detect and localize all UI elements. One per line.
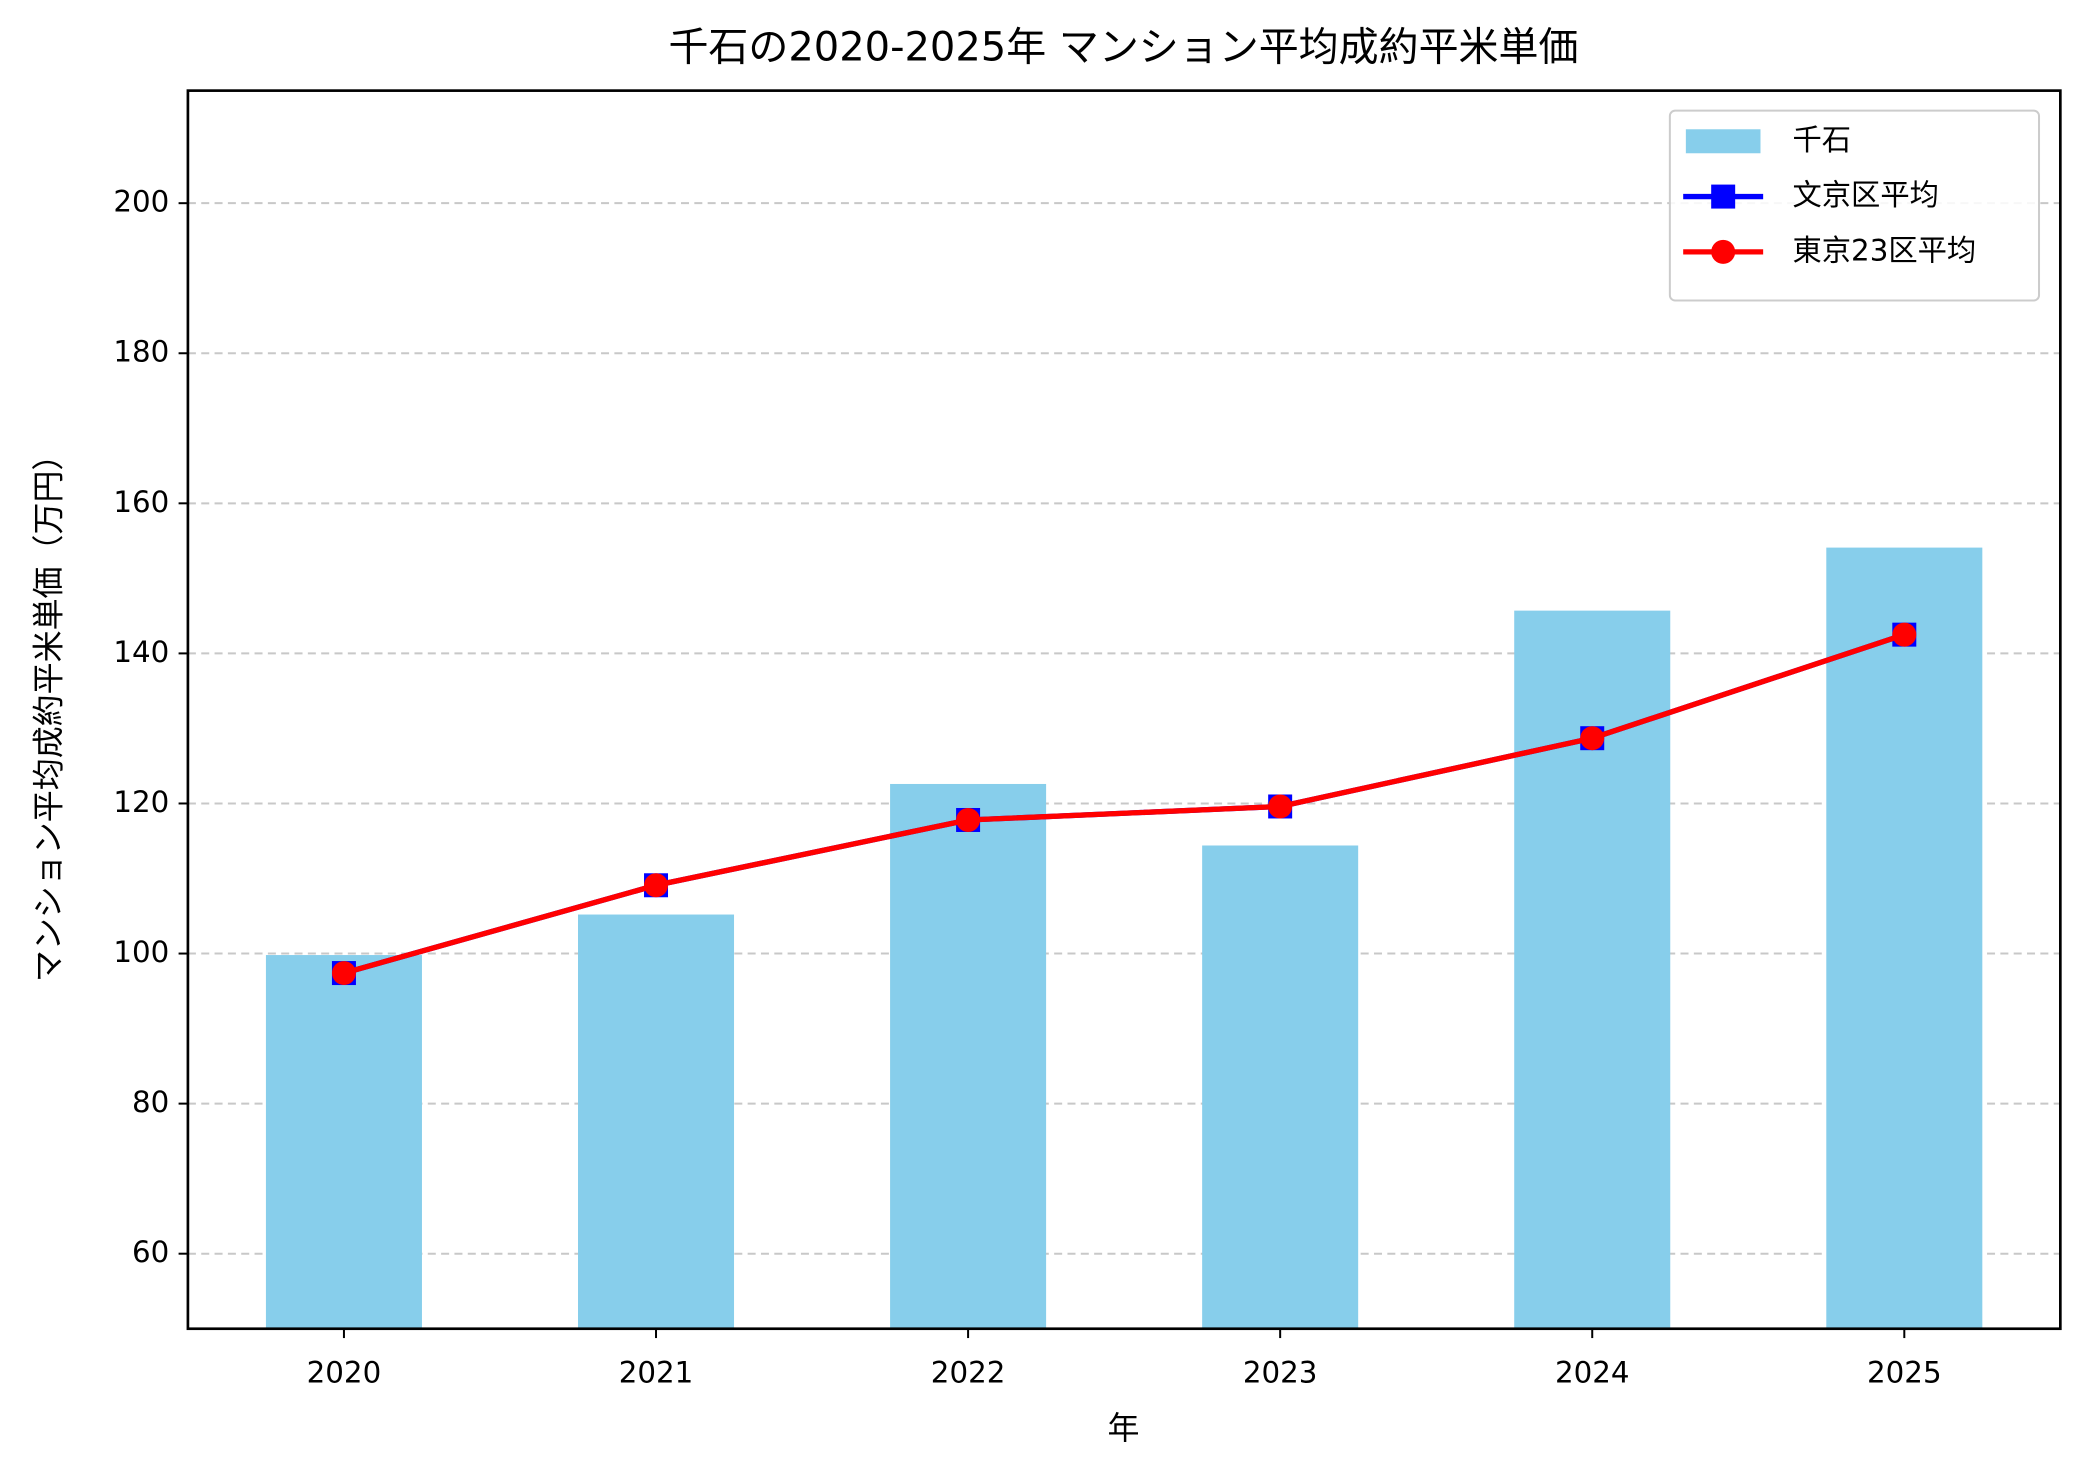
y-tick-label: 160 <box>113 485 169 519</box>
x-tick-label: 2022 <box>931 1356 1006 1390</box>
marker <box>1711 239 1736 264</box>
marker <box>1268 794 1293 819</box>
x-tick-label: 2024 <box>1555 1356 1630 1390</box>
y-tick-label: 180 <box>113 335 169 369</box>
marker <box>956 807 981 832</box>
legend-swatch <box>1685 129 1761 154</box>
y-axis-label: マンション平均成約平米単価（万円） <box>30 439 68 982</box>
y-tick-label: 140 <box>113 635 169 669</box>
marker <box>1711 184 1736 209</box>
bar <box>1826 547 1983 1329</box>
bar <box>1202 845 1359 1329</box>
legend-label: 千石 <box>1792 123 1851 157</box>
marker <box>1580 726 1605 751</box>
x-axis-label: 年 <box>1107 1409 1139 1447</box>
y-tick-label: 200 <box>113 185 169 219</box>
y-tick-label: 120 <box>113 785 169 819</box>
legend-label: 東京23区平均 <box>1792 233 1976 267</box>
bar <box>577 914 735 1329</box>
bar <box>890 783 1047 1329</box>
bar <box>265 955 422 1329</box>
x-tick-label: 2020 <box>307 1356 382 1390</box>
y-tick-label: 80 <box>132 1085 169 1119</box>
line <box>343 632 1906 976</box>
x-tick-label: 2023 <box>1243 1356 1318 1390</box>
x-tick-label: 2025 <box>1867 1356 1942 1390</box>
plot-frame <box>186 89 2062 1331</box>
marker <box>644 873 669 898</box>
chart-title: 千石の2020-2025年 マンション平均成約平米単価 <box>668 24 1578 70</box>
y-tick-label: 60 <box>132 1235 169 1269</box>
marker <box>331 961 356 986</box>
y-tick-label: 100 <box>113 935 169 969</box>
legend-label: 文京区平均 <box>1792 178 1938 212</box>
marker <box>1892 622 1917 647</box>
x-tick-label: 2021 <box>619 1356 694 1390</box>
